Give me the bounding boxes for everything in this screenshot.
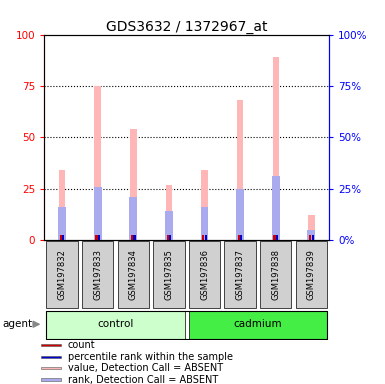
FancyBboxPatch shape [224,242,256,308]
FancyBboxPatch shape [47,242,78,308]
Bar [273,57,279,240]
Bar [134,235,136,240]
Bar [58,207,66,240]
Bar [94,187,102,240]
Text: GSM197832: GSM197832 [58,249,67,300]
Bar [237,100,243,240]
Bar [59,170,65,240]
Text: GSM197834: GSM197834 [129,249,138,300]
FancyBboxPatch shape [260,242,291,308]
Bar [94,86,101,240]
Text: control: control [97,319,134,329]
Text: agent: agent [2,319,32,329]
Bar [309,235,311,240]
Bar [238,235,240,240]
Text: value, Detection Call = ABSENT: value, Detection Call = ABSENT [68,363,223,373]
Bar [62,235,64,240]
Bar [131,235,133,240]
Bar [202,235,204,240]
Text: GSM197835: GSM197835 [164,249,173,300]
Text: percentile rank within the sample: percentile rank within the sample [68,352,233,362]
Bar [236,189,244,240]
Bar [130,129,137,240]
Bar [205,235,207,240]
Bar [167,235,169,240]
Bar [166,185,172,240]
Bar [169,235,171,240]
FancyBboxPatch shape [118,242,149,308]
Bar [129,197,137,240]
Bar [95,235,97,240]
Bar [41,367,60,369]
Bar [276,235,278,240]
Bar [272,176,280,240]
Text: GSM197833: GSM197833 [93,249,102,300]
Bar [201,207,208,240]
FancyBboxPatch shape [296,242,327,308]
FancyBboxPatch shape [189,311,327,339]
Bar [41,379,60,381]
FancyBboxPatch shape [46,311,185,339]
Title: GDS3632 / 1372967_at: GDS3632 / 1372967_at [106,20,268,33]
Bar [98,235,100,240]
Text: cadmium: cadmium [234,319,282,329]
Text: count: count [68,340,95,350]
Bar [311,235,314,240]
Text: rank, Detection Call = ABSENT: rank, Detection Call = ABSENT [68,374,218,384]
Bar [165,211,173,240]
Bar [41,344,60,346]
Text: GSM197837: GSM197837 [236,249,244,300]
FancyBboxPatch shape [153,242,184,308]
FancyBboxPatch shape [189,242,220,308]
Text: GSM197839: GSM197839 [307,249,316,300]
FancyBboxPatch shape [82,242,113,308]
Bar [273,235,276,240]
Bar [308,230,315,240]
Bar [41,356,60,358]
Bar [308,215,315,240]
Text: GSM197836: GSM197836 [200,249,209,300]
Text: GSM197838: GSM197838 [271,249,280,300]
Bar [201,170,208,240]
Bar [60,235,62,240]
Bar [240,235,243,240]
